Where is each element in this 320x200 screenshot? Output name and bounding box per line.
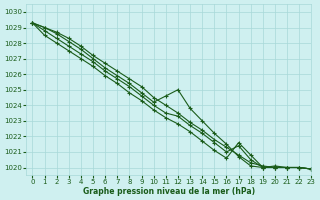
X-axis label: Graphe pression niveau de la mer (hPa): Graphe pression niveau de la mer (hPa) [83,187,255,196]
